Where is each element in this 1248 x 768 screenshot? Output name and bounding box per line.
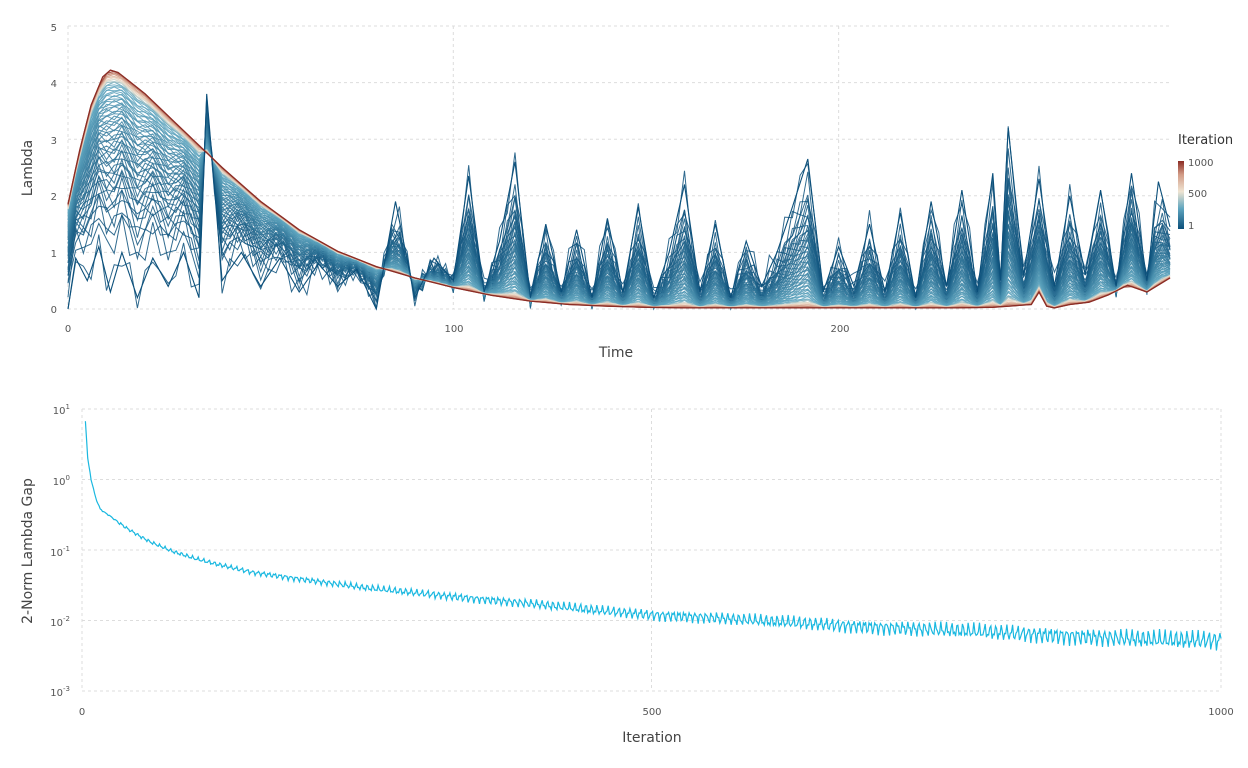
top-y-tick-5: 5 <box>51 23 57 34</box>
bottom-x-tick-0: 0 <box>79 707 85 718</box>
bottom-grid <box>81 408 1222 692</box>
legend-tick-1: 1 <box>1188 221 1194 232</box>
top-x-ticks: 0 100 200 <box>65 324 850 335</box>
bottom-y-ticks: 101 100 10-1 10-2 10-3 <box>50 403 70 699</box>
top-x-tick-0: 0 <box>65 324 71 335</box>
colorbar <box>1178 161 1184 229</box>
bottom-x-ticks: 0 500 1000 <box>79 707 1234 718</box>
top-x-tick-2: 200 <box>830 324 849 335</box>
bottom-x-tick-1: 500 <box>642 707 661 718</box>
top-series-line-11 <box>67 128 1171 309</box>
bottom-x-axis-title: Iteration <box>622 730 681 746</box>
bottom-y-tick-2: 10-1 <box>50 545 70 559</box>
top-y-tick-4: 4 <box>51 79 57 90</box>
top-series-line-first <box>67 93 1171 311</box>
legend-title: Iteration <box>1178 133 1233 148</box>
top-y-tick-2: 2 <box>51 192 57 203</box>
top-y-ticks: 0 1 2 3 4 5 <box>51 23 57 316</box>
legend-tick-1000: 1000 <box>1188 158 1213 169</box>
top-x-tick-1: 100 <box>444 324 463 335</box>
top-x-axis-title: Time <box>598 345 633 361</box>
top-y-tick-1: 1 <box>51 249 57 260</box>
top-y-tick-0: 0 <box>51 305 57 316</box>
top-series-line-final <box>67 69 1171 309</box>
top-lines <box>67 69 1171 311</box>
bottom-y-tick-0: 101 <box>53 403 70 417</box>
bottom-series-line <box>84 421 1222 651</box>
top-chart: 0 100 200 0 1 2 3 4 5 Time Lambda <box>20 23 1171 361</box>
legend: Iteration 1000 500 1 <box>1178 133 1233 232</box>
bottom-y-tick-1: 100 <box>53 474 70 488</box>
top-y-tick-3: 3 <box>51 136 57 147</box>
bottom-y-axis-title: 2-Norm Lambda Gap <box>20 478 36 624</box>
bottom-chart: 0 500 1000 101 100 10-1 10-2 10-3 Iterat… <box>20 403 1234 746</box>
bottom-y-tick-3: 10-2 <box>50 615 70 629</box>
bottom-x-tick-2: 1000 <box>1208 707 1233 718</box>
top-y-axis-title: Lambda <box>20 140 36 196</box>
bottom-y-tick-4: 10-3 <box>50 685 70 699</box>
legend-tick-500: 500 <box>1188 189 1207 200</box>
